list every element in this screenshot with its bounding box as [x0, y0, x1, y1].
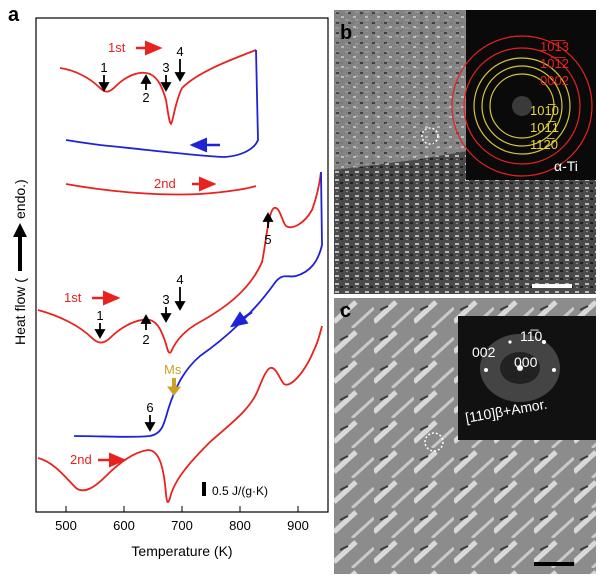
spot-label-110: 11̅0 — [520, 328, 543, 344]
ms-label: Ms — [164, 362, 182, 377]
up-arrow-head-icon — [13, 223, 27, 237]
tem-image-c: 002 11̅0 000 [110]β+Amor. — [334, 298, 596, 574]
lower-marker-2: 2 — [142, 332, 149, 347]
lower-first-label: 1st — [64, 290, 82, 305]
upper-marker-4: 4 — [176, 44, 183, 59]
x-tick-label: 600 — [113, 518, 135, 533]
lower-marker-1: 1 — [96, 308, 103, 323]
panel-letter-c: c — [340, 300, 352, 322]
spot-label-002: 002 — [472, 344, 496, 360]
scale-bar-label: 0.5 J/(g·K) — [212, 484, 268, 498]
lower-second-label: 2nd — [70, 452, 92, 467]
sad-ring-yellow-3: 112̅0 — [530, 137, 558, 152]
lower-first-heating-curve — [37, 171, 322, 354]
panel-letter-a: a — [8, 4, 20, 26]
upper-marker-arrows — [98, 59, 186, 92]
panel-letter-b: b — [340, 22, 353, 44]
x-tick-label: 900 — [287, 518, 309, 533]
scale-bar-c — [534, 562, 574, 566]
scale-bar-b — [532, 284, 572, 288]
upper-marker-1: 1 — [100, 60, 107, 75]
phase-label: α-Ti — [554, 158, 578, 174]
dsc-chart: 500 600 700 800 900 Temperature (K) Heat… — [12, 17, 329, 559]
upper-first-label: 1st — [108, 40, 126, 55]
sad-ring-yellow-2: 101̅1 — [530, 120, 559, 135]
x-axis-label: Temperature (K) — [131, 543, 232, 559]
x-tick-label: 800 — [229, 518, 251, 533]
sad-ring-red-2: 10̅1̅2 — [540, 56, 569, 71]
tem-image-b: 10̅1̅3 10̅1̅2 0002 101̅0 101̅1 112̅0 α-T… — [334, 10, 596, 294]
lower-marker-5: 5 — [264, 232, 271, 247]
sad-inset-b — [466, 10, 596, 180]
x-tick-label: 700 — [171, 518, 193, 533]
spot-label-000: 000 — [514, 354, 538, 370]
lower-marker-3: 3 — [162, 292, 169, 307]
scale-bar — [202, 482, 206, 496]
upper-first-heating-curve — [59, 49, 257, 126]
upper-cooling-curve — [65, 49, 259, 158]
lower-cooling-arrow-icon — [229, 310, 253, 328]
lower-marker-4: 4 — [176, 272, 183, 287]
selected-area-circle — [424, 432, 444, 452]
upper-marker-3: 3 — [162, 60, 169, 75]
selected-area-circle — [421, 127, 439, 145]
sad-ring-yellow-1: 101̅0 — [530, 103, 559, 118]
upper-marker-2: 2 — [142, 90, 149, 105]
sad-ring-red-1: 10̅1̅3 — [540, 39, 569, 54]
lower-marker-arrows — [94, 212, 274, 432]
lower-marker-6: 6 — [146, 400, 153, 415]
y-axis-label-start: Heat flow ( — [12, 278, 28, 345]
lower-cooling-curve — [73, 171, 323, 438]
sad-ring-red-3: 0002 — [540, 73, 569, 88]
x-tick-label: 500 — [55, 518, 77, 533]
upper-second-heating-curve — [65, 183, 257, 196]
y-axis-label-end: endo.) — [12, 179, 28, 219]
x-ticks — [65, 506, 299, 512]
upper-second-label: 2nd — [154, 176, 176, 191]
ms-arrow-icon — [167, 378, 181, 396]
plot-frame — [35, 17, 329, 513]
lower-second-heating-curve — [37, 325, 323, 503]
